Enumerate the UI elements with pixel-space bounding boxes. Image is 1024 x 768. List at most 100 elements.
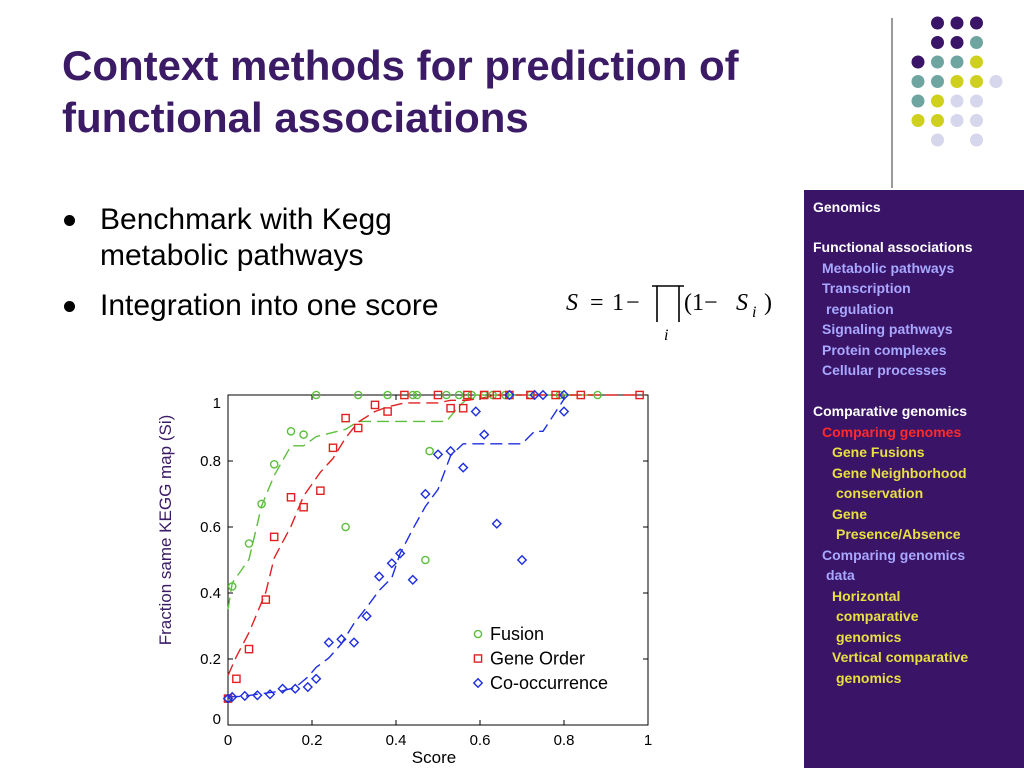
decorative-dot-icon	[931, 94, 944, 108]
co-occurrence-legend-label: Co-occurrence	[490, 673, 608, 693]
co-occurrence-point	[336, 634, 347, 645]
co-occurrence-point	[516, 554, 528, 566]
fusion-point	[425, 446, 434, 456]
co-occurrence-point	[537, 389, 549, 401]
decorative-dot-icon	[970, 133, 983, 147]
y-tick-label: 0.4	[200, 585, 221, 602]
co-occurrence-point	[445, 445, 456, 457]
co-occurrence-point	[470, 406, 481, 417]
formula-paren-open: (1−	[684, 290, 718, 316]
sidebar-item-horizontal: Horizontal	[832, 588, 901, 604]
bullet-text: Benchmark with Kegg metabolic pathways	[100, 203, 392, 272]
fusion-point	[299, 430, 308, 439]
gene-order-legend-marker	[473, 654, 483, 663]
gene-order-legend-label: Gene Order	[490, 649, 585, 669]
co-occurrence-point	[348, 637, 360, 648]
fusion-trend-line	[227, 394, 598, 610]
decorative-dot-icon	[950, 55, 964, 69]
sidebar-item-comparing-genomics: Comparing genomics	[822, 547, 966, 563]
co-occurrence-point	[407, 574, 418, 585]
fusion-point	[412, 390, 422, 400]
gene-order-point	[463, 390, 472, 400]
co-occurrence-point	[374, 571, 385, 582]
co-occurrence-point	[479, 429, 490, 440]
x-axis-label: Score	[412, 748, 456, 767]
bullet-item-benchmark: Benchmark with Kegg metabolic pathways	[64, 202, 500, 274]
gene-order-point	[328, 443, 338, 453]
decorative-dot-icon	[970, 75, 983, 88]
fusion-point	[227, 582, 237, 591]
y-tick-label: 0	[213, 711, 221, 728]
sidebar-item-functional-associations: Functional associations	[813, 239, 973, 255]
decorative-dot-icon	[970, 55, 983, 69]
fusion-point	[341, 522, 350, 532]
co-occurrence-point	[504, 389, 515, 401]
fusion-point	[408, 390, 418, 400]
axis-ticks: 0 0.2 0.4 0.6 0.8 1 0 0.2 0.4 0.6 0.8 1	[200, 394, 652, 749]
sidebar-item-protein-complexes: Protein complexes	[822, 342, 947, 358]
y-axis-label: Fraction same KEGG map (Si)	[156, 415, 175, 646]
co-occurrence-point	[386, 558, 397, 569]
co-occurrence-point	[420, 488, 431, 500]
sidebar-item-gene-fusions: Gene Fusions	[832, 444, 925, 460]
decorative-dot-icon	[911, 114, 925, 127]
decorative-dot-icon	[950, 114, 964, 127]
gene-order-point	[479, 390, 489, 400]
x-tick-label: 0.6	[470, 732, 491, 749]
fusion-legend-label: Fusion	[490, 624, 544, 644]
page-title-line-2: functional associations	[62, 94, 529, 141]
decorative-dot-icon	[970, 36, 983, 49]
x-tick-label: 0.4	[386, 732, 407, 749]
gene-order-point	[341, 413, 350, 423]
co-occurrence-point	[302, 681, 313, 693]
formula-paren-close: )	[764, 290, 772, 316]
co-occurrence-point	[361, 610, 372, 622]
decorative-dot-icon	[970, 114, 983, 127]
co-occurrence-point	[558, 406, 570, 417]
co-occurrence-point	[290, 683, 301, 694]
bullet-text: Integration into one score	[100, 289, 439, 322]
bullet-list: Benchmark with Kegg metabolic pathways I…	[64, 202, 500, 338]
gene-order-trend-line	[227, 394, 640, 676]
sidebar-item-genomics-vertical: genomics	[836, 670, 902, 686]
co-occurrence-point	[277, 683, 288, 694]
co-occurrence-point	[491, 518, 502, 529]
y-tick-label: 0.6	[200, 519, 221, 536]
decorative-dot-icon	[931, 75, 944, 88]
decorative-dot-icon	[970, 16, 983, 30]
data-points	[222, 389, 644, 704]
co-occurrence-point	[395, 548, 406, 559]
formula-si: S	[736, 290, 748, 316]
gene-order-point	[635, 390, 644, 400]
y-tick-label: 1	[213, 395, 221, 412]
co-occurrence-point	[432, 449, 444, 460]
gene-order-point	[370, 400, 380, 410]
sidebar-item-cellular-processes: Cellular processes	[822, 362, 947, 378]
decorative-dot-icon	[950, 75, 964, 88]
y-tick-label: 0.8	[200, 453, 221, 470]
gene-order-point	[526, 390, 535, 400]
co-occurrence-point	[458, 462, 469, 473]
gene-order-point	[269, 532, 279, 542]
bullet-dot-icon	[64, 301, 75, 312]
fusion-point	[353, 390, 363, 400]
co-occurrence-point	[558, 389, 570, 401]
x-tick-label: 0.2	[302, 732, 323, 749]
bullet-item-integration: Integration into one score	[64, 288, 500, 324]
x-tick-label: 0	[224, 732, 232, 749]
formula-equals: =	[590, 290, 604, 316]
co-occurrence-point	[239, 690, 250, 702]
sidebar-item-presence-absence: Presence/Absence	[836, 526, 961, 542]
decorative-dot-icon	[911, 75, 925, 88]
decorative-dot-icon	[989, 75, 1003, 88]
y-tick-label: 0.2	[200, 651, 221, 668]
gene-order-point	[316, 486, 325, 496]
gene-order-point	[458, 403, 468, 413]
x-tick-label: 1	[644, 732, 652, 749]
title-divider-line	[891, 18, 893, 188]
sidebar-item-comparative-genomics: Comparative genomics	[813, 403, 968, 419]
score-formula: S = 1 − i (1− S i )	[566, 285, 772, 344]
decorative-dot-icon	[931, 133, 944, 147]
sidebar-item-gene: Gene	[832, 506, 868, 522]
